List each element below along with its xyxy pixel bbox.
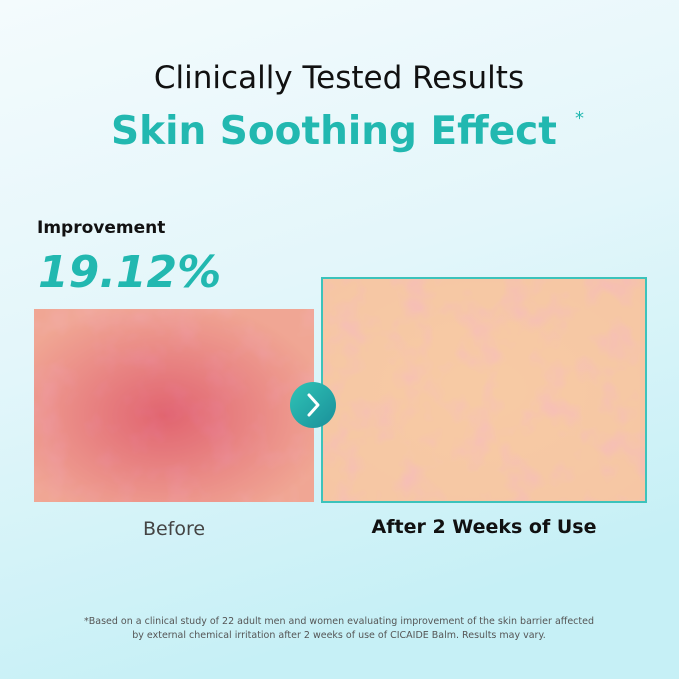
title: Clinically Tested Results	[154, 60, 524, 96]
before-image	[34, 309, 314, 502]
improvement-label: Improvement	[37, 218, 165, 238]
footnote-line: *Based on a clinical study of 22 adult m…	[84, 616, 594, 627]
arrow-chevron	[307, 393, 320, 417]
arrow-button	[290, 382, 336, 428]
after-texture	[323, 279, 645, 501]
after-label: After 2 Weeks of Use	[372, 516, 597, 538]
after-image	[321, 277, 647, 503]
before-label: Before	[143, 518, 205, 540]
subtitle: Skin Soothing Effect	[111, 109, 557, 154]
arrow-circle	[290, 382, 336, 428]
improvement-value: 19.12%	[38, 247, 221, 298]
footnote-line: by external chemical irritation after 2 …	[132, 630, 546, 641]
subtitle-mark: *	[575, 108, 584, 129]
before-texture	[34, 309, 314, 502]
